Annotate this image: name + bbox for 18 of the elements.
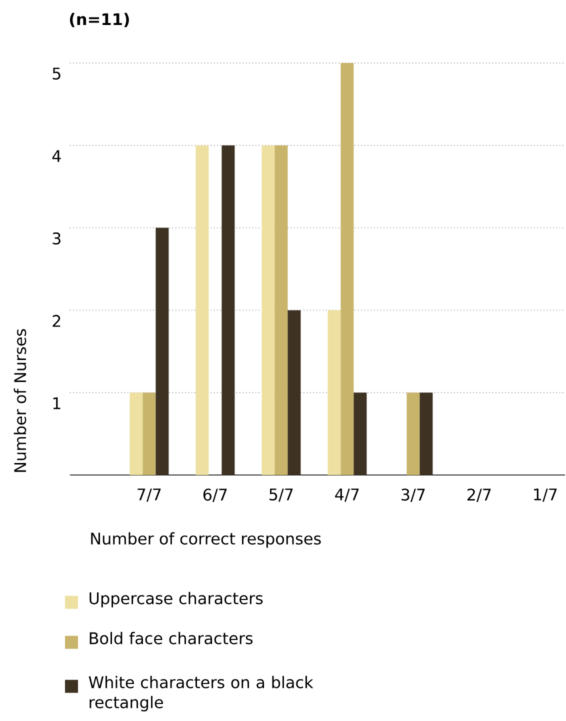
x-tick-label: 6/7 xyxy=(203,488,227,502)
x-tick-label: 1/7 xyxy=(534,488,557,502)
legend-label: Uppercase characters xyxy=(90,592,263,608)
x-tick-label: 2/7 xyxy=(467,488,491,502)
x-tick-label: 4/7 xyxy=(335,488,359,502)
x-tick-label: 7/7 xyxy=(138,488,161,502)
y-axis-title: Number of Nurses xyxy=(14,329,26,472)
y-tick-label: 5 xyxy=(52,68,60,80)
y-tick-label: 1 xyxy=(53,397,60,410)
y-tick-label: 3 xyxy=(52,232,60,245)
legend-label: Bold face characters xyxy=(90,632,253,644)
legend-label: White characters on a black rectangle xyxy=(88,676,314,712)
y-tick-label: 4 xyxy=(52,150,61,162)
x-axis-title: Number of correct responses xyxy=(91,532,321,548)
x-tick-label: 5/7 xyxy=(270,488,293,502)
chart-title: (n=11) xyxy=(70,12,129,28)
x-tick-label: 3/7 xyxy=(402,488,425,502)
y-tick-label: 2 xyxy=(52,314,60,327)
